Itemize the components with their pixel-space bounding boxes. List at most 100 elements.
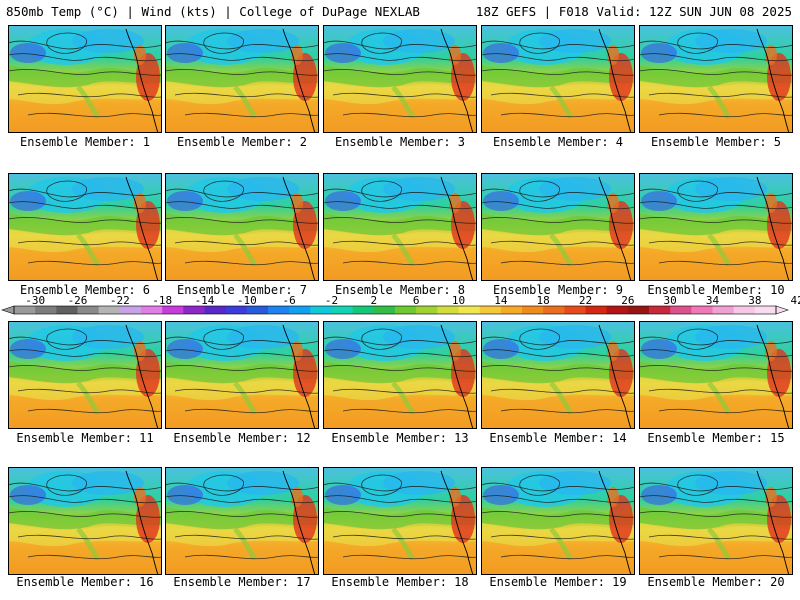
- colorbar-segment: [585, 306, 608, 314]
- colorbar-segment: [606, 306, 629, 314]
- ensemble-member-label: Ensemble Member: 11: [16, 431, 154, 445]
- ensemble-member-map: [323, 321, 477, 429]
- colorbar-max-arrow: [775, 305, 789, 315]
- colorbar-segment: [691, 306, 713, 314]
- colorbar-tick-label: 6: [413, 295, 420, 307]
- ensemble-member-label: Ensemble Member: 18: [331, 575, 469, 589]
- ensemble-member-map: [323, 25, 477, 133]
- ensemble-member-label: Ensemble Member: 7: [176, 283, 308, 297]
- ensemble-member-map: [8, 173, 162, 281]
- ensemble-member-map: [481, 467, 635, 575]
- ensemble-member-label: Ensemble Member: 4: [492, 135, 624, 149]
- colorbar-segment: [395, 306, 417, 314]
- ensemble-member-label: Ensemble Member: 16: [16, 575, 154, 589]
- colorbar-segment: [416, 306, 438, 314]
- colorbar-tick-label: -6: [283, 295, 296, 307]
- colorbar-segment: [352, 306, 375, 314]
- ensemble-member-label: Ensemble Member: 12: [173, 431, 311, 445]
- colorbar-segment: [437, 306, 459, 314]
- ensemble-member-map: [481, 321, 635, 429]
- colorbar-segment: [119, 306, 142, 314]
- ensemble-member-map: [639, 173, 793, 281]
- colorbar-segment: [289, 306, 311, 314]
- colorbar-tick-label: 14: [494, 295, 508, 307]
- ensemble-member-map: [8, 321, 162, 429]
- ensemble-member-label: Ensemble Member: 3: [334, 135, 466, 149]
- ensemble-member-map: [481, 25, 635, 133]
- colorbar-segment: [56, 306, 78, 314]
- ensemble-member-map: [481, 173, 635, 281]
- colorbar-tick-label: -22: [110, 295, 130, 307]
- colorbar-segment: [754, 306, 777, 314]
- colorbar-tick-label: 38: [748, 295, 761, 307]
- colorbar-segment: [522, 306, 544, 314]
- ensemble-member-label: Ensemble Member: 19: [489, 575, 627, 589]
- ensemble-member-label: Ensemble Member: 10: [647, 283, 785, 297]
- colorbar-tick-label: 30: [664, 295, 677, 307]
- ensemble-member-map: [639, 25, 793, 133]
- run-valid-time: 18Z GEFS | F018 Valid: 12Z SUN JUN 08 20…: [475, 4, 792, 19]
- ensemble-member-label: Ensemble Member: 8: [334, 283, 466, 297]
- colorbar-segment: [14, 306, 36, 314]
- colorbar-tick-label: -2: [325, 295, 338, 307]
- colorbar-segment: [141, 306, 163, 314]
- ensemble-member-map: [165, 173, 319, 281]
- colorbar-tick-label: -14: [195, 295, 215, 307]
- colorbar-tick-label: 10: [452, 295, 465, 307]
- ensemble-member-label: Ensemble Member: 15: [647, 431, 785, 445]
- colorbar-min-arrow: [1, 305, 15, 315]
- colorbar-segment: [373, 306, 396, 314]
- ensemble-member-map: [165, 321, 319, 429]
- colorbar-segment: [564, 306, 586, 314]
- colorbar-segment: [649, 306, 671, 314]
- ensemble-member-label: Ensemble Member: 9: [492, 283, 624, 297]
- ensemble-member-map: [8, 467, 162, 575]
- colorbar-segment: [670, 306, 692, 314]
- ensemble-member-label: Ensemble Member: 1: [19, 135, 151, 149]
- colorbar-segment: [458, 306, 481, 314]
- colorbar-segment: [77, 306, 100, 314]
- ensemble-member-map: [639, 467, 793, 575]
- colorbar-segment: [98, 306, 121, 314]
- ensemble-member-label: Ensemble Member: 2: [176, 135, 308, 149]
- colorbar-segment: [246, 306, 269, 314]
- ensemble-member-label: Ensemble Member: 5: [650, 135, 782, 149]
- colorbar-tick-label: 42: [791, 295, 800, 307]
- colorbar-tick-label: 2: [371, 295, 378, 307]
- colorbar-tick-label: -30: [25, 295, 45, 307]
- temperature-colorbar: -30 -26 -22 -18 -14 -10 -6 -2 2 6 10 14 18 22 26 30 34 38…: [1, 295, 800, 315]
- colorbar-segment: [225, 306, 248, 314]
- colorbar-tick-label: 26: [621, 295, 634, 307]
- colorbar-tick-label: 18: [537, 295, 550, 307]
- colorbar-segment: [712, 306, 735, 314]
- colorbar-segment: [204, 306, 227, 314]
- ensemble-member-map: [639, 321, 793, 429]
- colorbar-segment: [733, 306, 756, 314]
- ensemble-member-map: [8, 25, 162, 133]
- colorbar-segment: [331, 306, 354, 314]
- colorbar-segment: [162, 306, 184, 314]
- ensemble-member-label: Ensemble Member: 6: [19, 283, 151, 297]
- colorbar-tick-label: -10: [237, 295, 257, 307]
- ensemble-member-label: Ensemble Member: 20: [647, 575, 785, 589]
- colorbar-segment: [310, 306, 332, 314]
- colorbar-segment: [500, 306, 523, 314]
- colorbar-segment: [627, 306, 650, 314]
- chart-title: 850mb Temp (°C) | Wind (kts) | College o…: [6, 4, 420, 19]
- colorbar-tick-label: -26: [68, 295, 88, 307]
- colorbar-tick-label: 22: [579, 295, 592, 307]
- ensemble-member-map: [323, 173, 477, 281]
- colorbar-segment: [35, 306, 57, 314]
- colorbar-outline: [13, 305, 777, 315]
- ensemble-member-map: [165, 25, 319, 133]
- ensemble-member-label: Ensemble Member: 17: [173, 575, 311, 589]
- ensemble-member-label: Ensemble Member: 13: [331, 431, 469, 445]
- colorbar-segment: [479, 306, 502, 314]
- colorbar-segment: [268, 306, 290, 314]
- colorbar-tick-label: -18: [152, 295, 172, 307]
- ensemble-member-map: [165, 467, 319, 575]
- colorbar-segment: [183, 306, 205, 314]
- colorbar-segment: [543, 306, 565, 314]
- ensemble-member-label: Ensemble Member: 14: [489, 431, 627, 445]
- ensemble-member-map: [323, 467, 477, 575]
